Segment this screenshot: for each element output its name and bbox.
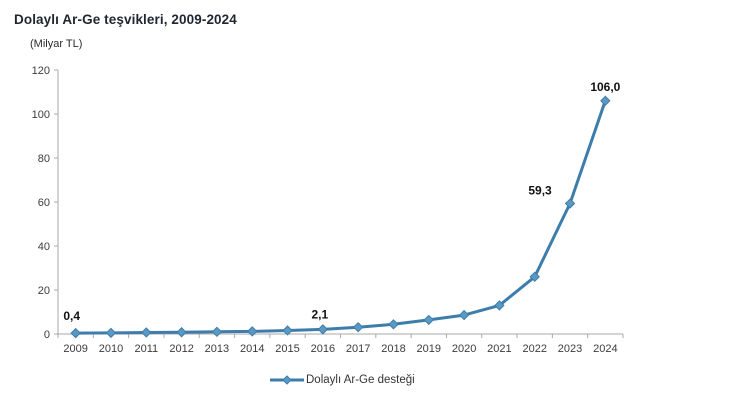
- x-tick-label: 2010: [99, 343, 123, 355]
- data-point-marker: [105, 327, 117, 339]
- data-point-marker: [423, 314, 434, 326]
- x-tick-label: 2014: [240, 343, 264, 355]
- y-tick-label: 60: [38, 197, 50, 209]
- y-tick-label: 20: [38, 285, 50, 297]
- x-tick-label: 2024: [593, 343, 617, 355]
- x-tick-label: 2023: [558, 343, 582, 355]
- data-point-marker: [317, 324, 329, 335]
- data-point-label: 0,4: [63, 309, 80, 323]
- y-tick-label: 40: [38, 241, 50, 253]
- data-point-marker: [211, 326, 223, 338]
- data-point-marker: [282, 325, 293, 336]
- data-point-marker: [247, 326, 258, 337]
- data-point-label: 2,1: [312, 307, 329, 321]
- data-point-marker: [529, 271, 540, 283]
- series-line: [74, 99, 607, 335]
- x-tick-label: 2012: [169, 343, 193, 355]
- y-tick-label: 120: [32, 65, 50, 77]
- legend-line-icon: [270, 375, 304, 385]
- x-tick-label: 2022: [522, 343, 546, 355]
- x-tick-label: 2011: [134, 343, 158, 355]
- data-point-marker: [458, 309, 470, 321]
- data-point-marker: [176, 327, 187, 338]
- x-tick-label: 2021: [487, 343, 511, 355]
- data-point-label: 106,0: [590, 80, 620, 94]
- x-tick-label: 2019: [417, 343, 441, 355]
- axis-unit-label: (Milyar TL): [30, 38, 83, 50]
- data-point-marker: [388, 319, 399, 330]
- legend-item-label: Dolaylı Ar-Ge desteği: [306, 374, 415, 386]
- x-tick-label: 2009: [63, 343, 87, 355]
- data-point-marker: [494, 300, 505, 311]
- data-point-label: 59,3: [528, 184, 552, 198]
- page-title: Dolaylı Ar-Ge teşvikleri, 2009-2024: [14, 12, 237, 27]
- x-tick-label: 2013: [205, 343, 229, 355]
- y-tick-label: 80: [38, 153, 50, 165]
- data-point-marker: [564, 198, 576, 209]
- data-point-marker: [141, 327, 152, 338]
- legend: Dolaylı Ar-Ge desteği: [270, 372, 415, 388]
- data-point-marker: [600, 95, 611, 107]
- x-tick-label: 2015: [275, 343, 299, 355]
- y-tick-label: 0: [44, 329, 50, 341]
- data-point-marker: [352, 321, 364, 333]
- x-tick-label: 2016: [311, 343, 335, 355]
- data-point-marker: [70, 327, 81, 339]
- x-tick-label: 2018: [381, 343, 405, 355]
- x-tick-label: 2017: [346, 343, 370, 355]
- y-tick-label: 100: [32, 109, 50, 121]
- x-tick-label: 2020: [452, 343, 476, 355]
- legend-item[interactable]: Dolaylı Ar-Ge desteği: [270, 374, 415, 386]
